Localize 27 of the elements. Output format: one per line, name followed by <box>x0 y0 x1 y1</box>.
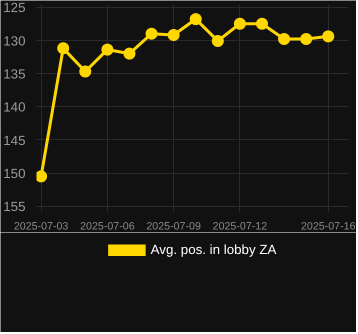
y-tick-label: 145 <box>3 132 26 148</box>
x-tick-label: 2025-07-03 <box>14 220 68 232</box>
point <box>123 48 136 60</box>
y-tick-label: 125 <box>3 0 26 16</box>
y-tick-label: 140 <box>3 100 26 115</box>
point <box>79 66 92 78</box>
point <box>57 42 70 54</box>
point <box>212 35 224 47</box>
x-tick-label: 2025-07-06 <box>80 220 135 232</box>
legend-label: Avg. pos. in lobby ZA <box>150 242 276 257</box>
point <box>300 33 312 45</box>
point <box>36 170 48 182</box>
point <box>278 33 290 45</box>
point <box>168 29 180 42</box>
point <box>322 30 334 42</box>
y-tick-label: 130 <box>3 33 26 48</box>
point <box>190 13 202 26</box>
point <box>256 18 268 30</box>
x-tick-label: 2025-07-09 <box>146 220 201 232</box>
y-tick-label: 155 <box>3 199 26 214</box>
point <box>234 18 246 30</box>
y-tick-label: 150 <box>3 166 26 182</box>
x-tick-label: 2025-07-12 <box>212 220 268 232</box>
point <box>146 28 158 40</box>
y-tick-label: 135 <box>3 66 26 82</box>
x-tick-label: 2025-07-16 <box>301 220 356 232</box>
point <box>101 44 114 56</box>
